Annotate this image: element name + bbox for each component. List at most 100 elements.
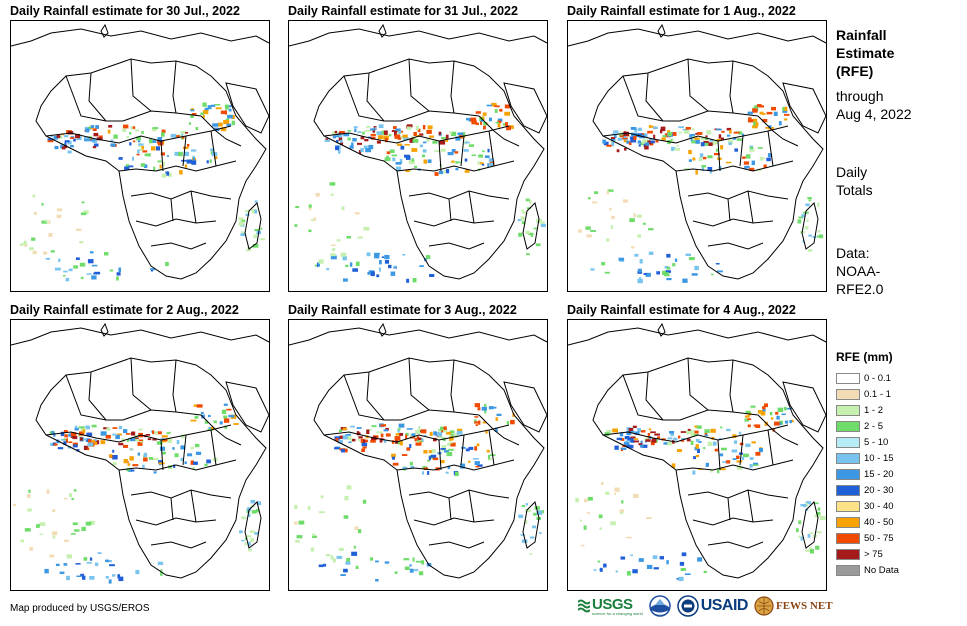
rainfall-cell xyxy=(806,219,809,222)
rainfall-cell xyxy=(137,149,140,154)
rainfall-cell xyxy=(717,469,720,474)
rainfall-cell xyxy=(758,105,764,108)
rainfall-cell xyxy=(105,559,110,562)
rainfall-cell xyxy=(353,545,356,549)
rainfall-cell xyxy=(371,425,377,428)
rainfall-cell xyxy=(441,136,447,140)
rainfall-cell xyxy=(168,465,172,469)
rainfall-cell xyxy=(132,140,136,143)
rainfall-cell xyxy=(195,451,202,455)
country-border xyxy=(707,242,764,250)
rainfall-cell xyxy=(755,122,759,127)
rainfall-cell xyxy=(664,266,669,269)
rainfall-cell xyxy=(159,164,162,169)
rainfall-cell xyxy=(449,437,452,441)
europe-coastline xyxy=(568,327,826,346)
rainfall-cell xyxy=(444,450,449,453)
rainfall-cell xyxy=(753,121,757,126)
rainfall-cell xyxy=(678,126,684,129)
rainfall-cell xyxy=(362,131,365,135)
rainfall-cell xyxy=(143,164,148,168)
rainfall-cell xyxy=(680,568,686,571)
rainfall-cell xyxy=(680,440,685,442)
rainfall-cell xyxy=(807,197,812,200)
rainfall-cell xyxy=(129,131,132,135)
data-source-line: Data: xyxy=(836,245,870,261)
rainfall-cell xyxy=(722,461,727,463)
rainfall-cell xyxy=(449,441,453,444)
rainfall-cell xyxy=(419,144,424,148)
rainfall-cell xyxy=(118,576,124,582)
country-border xyxy=(135,218,217,227)
country-border xyxy=(65,374,202,421)
rainfall-cell xyxy=(743,161,749,165)
rainfall-cell xyxy=(464,141,470,144)
rainfall-cell xyxy=(150,430,154,433)
data-source-line: RFE2.0 xyxy=(836,281,884,297)
rainfall-cell xyxy=(213,420,217,424)
rainfall-map xyxy=(288,319,548,591)
country-border xyxy=(130,489,232,499)
usgs-wave-icon xyxy=(578,599,590,613)
rainfall-cell xyxy=(805,501,812,505)
rainfall-cell xyxy=(91,264,98,267)
rainfall-cell xyxy=(334,446,338,450)
rainfall-cell xyxy=(27,494,31,498)
rainfall-cell xyxy=(343,278,348,282)
rainfall-cell xyxy=(142,464,145,469)
rainfall-cell xyxy=(622,137,628,140)
rainfall-cell xyxy=(45,257,50,260)
rainfall-cell xyxy=(694,266,699,271)
rainfall-cell xyxy=(123,429,128,434)
legend-label: > 75 xyxy=(864,548,883,560)
rainfall-cell xyxy=(614,487,620,492)
rainfall-cell xyxy=(64,497,68,500)
rainfall-cell xyxy=(468,446,474,450)
rainfall-cell xyxy=(667,132,672,137)
rainfall-cell xyxy=(157,160,162,163)
rainfall-cell xyxy=(690,133,696,136)
rainfall-cell xyxy=(391,453,396,458)
rainfall-cell xyxy=(28,489,31,493)
rainfall-cell xyxy=(360,136,365,140)
rainfall-cell xyxy=(247,548,253,552)
rainfall-cell xyxy=(744,165,750,169)
rainfall-cell xyxy=(66,575,70,581)
rainfall-cell xyxy=(386,155,389,159)
rainfall-cell xyxy=(137,140,141,143)
rainfall-cell xyxy=(132,156,134,161)
rainfall-cell xyxy=(610,521,616,526)
rainfall-cell xyxy=(406,447,411,451)
rainfall-cell xyxy=(391,456,395,460)
rainfall-cell xyxy=(409,138,415,143)
rainfall-cell xyxy=(74,529,80,532)
rainfall-cell xyxy=(104,252,109,256)
rainfall-cell xyxy=(762,113,766,116)
rainfall-cell xyxy=(255,508,259,513)
rainfall-cell xyxy=(112,462,117,466)
rainfall-cell xyxy=(129,456,134,461)
rainfall-cell xyxy=(633,136,637,141)
logo-strip: USGS science for a changing world NOAA U… xyxy=(578,595,839,617)
rainfall-cell xyxy=(748,117,752,120)
rainfall-cell xyxy=(817,230,821,233)
legend-swatch xyxy=(836,484,860,496)
country-border xyxy=(160,429,217,523)
rainfall-cell xyxy=(652,555,658,560)
rainfall-cell xyxy=(703,570,707,573)
rainfall-cell xyxy=(395,128,401,131)
rainfall-cell xyxy=(13,503,17,506)
rainfall-cell xyxy=(695,140,700,144)
rainfall-cell xyxy=(441,428,445,433)
rainfall-cell xyxy=(628,428,634,432)
rainfall-cell xyxy=(619,259,625,262)
rainfall-cell xyxy=(762,409,766,412)
rainfall-cell xyxy=(420,429,427,434)
rainfall-cell xyxy=(389,134,392,137)
rainfall-cell xyxy=(115,434,120,440)
rainfall-cell xyxy=(79,241,84,244)
rainfall-cell xyxy=(233,423,239,425)
rainfall-cell xyxy=(48,220,51,225)
rainfall-cell xyxy=(405,434,408,439)
africa-coastline xyxy=(592,357,824,579)
